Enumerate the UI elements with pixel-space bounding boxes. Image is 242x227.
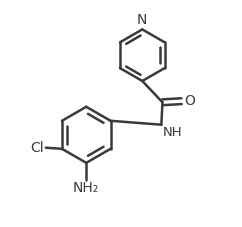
Text: NH: NH: [162, 126, 182, 139]
Text: Cl: Cl: [30, 141, 44, 155]
Text: NH₂: NH₂: [73, 181, 99, 195]
Text: N: N: [137, 13, 147, 27]
Text: O: O: [184, 94, 195, 108]
